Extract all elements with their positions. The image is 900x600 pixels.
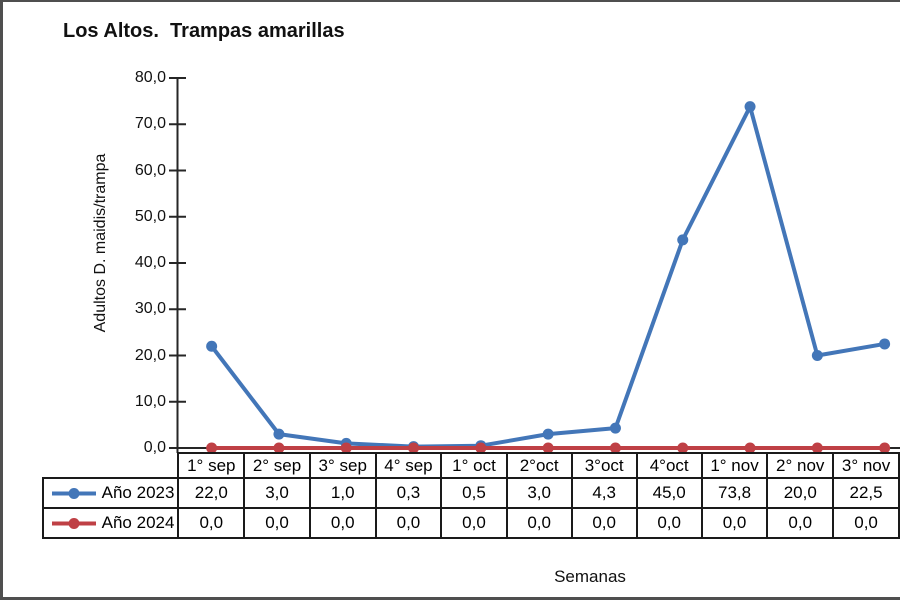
frame-border-top — [0, 0, 900, 2]
series-marker-1 — [340, 442, 352, 454]
week-header-cell: 3° nov — [832, 452, 900, 479]
value-cell: 0,0 — [243, 507, 311, 539]
value-cell: 4,3 — [570, 477, 638, 509]
series-marker-0 — [542, 428, 554, 440]
legend-cell-1: Año 2024 — [41, 507, 180, 539]
value-cell: 0,0 — [177, 507, 246, 539]
week-header-cell: 3° sep — [308, 452, 377, 479]
series-marker-1 — [475, 442, 487, 454]
table-corner-blank — [43, 453, 178, 478]
value-cell: 0,0 — [832, 507, 900, 539]
legend-marker-icon — [51, 517, 96, 529]
y-tick-label: 10,0 — [134, 392, 166, 410]
y-tick-label: 40,0 — [134, 254, 166, 271]
x-axis-label: Semanas — [554, 567, 626, 586]
value-cell: 1,0 — [308, 477, 377, 509]
week-header-cell: 4°oct — [635, 452, 703, 479]
value-cell: 0,0 — [700, 507, 769, 539]
week-header-cell: 2° nov — [766, 452, 835, 479]
series-line-0 — [209, 104, 887, 449]
value-cell: 0,0 — [374, 507, 443, 539]
series-marker-1 — [408, 442, 420, 454]
y-tick-label: 50,0 — [134, 207, 166, 225]
series-marker-0 — [677, 234, 689, 246]
table-row-0: Año 2023 22,0 3,0 1,0 0,3 0,5 3,0 4,3 45,0 73,8 20… — [41, 477, 900, 509]
value-cell: 0,0 — [308, 507, 377, 539]
value-cell: 0,0 — [505, 507, 573, 539]
series-marker-1 — [811, 442, 823, 454]
series-marker-1 — [744, 442, 756, 454]
frame-border-left — [0, 0, 3, 600]
value-cell: 0,0 — [570, 507, 638, 539]
value-cell: 0,0 — [766, 507, 835, 539]
value-cell: 73,8 — [700, 477, 769, 509]
value-cell: 0,3 — [374, 477, 443, 509]
y-tick-label: 60,0 — [134, 161, 166, 179]
series-marker-1 — [609, 442, 621, 454]
legend-series-name: Año 2024 — [101, 513, 175, 532]
y-tick-label: 70,0 — [134, 115, 166, 133]
data-table: 1° sep 2° sep 3° sep 4° sep 1° oct 2°oct 3°oct… — [41, 452, 900, 539]
y-tick-label: 20,0 — [134, 346, 166, 364]
legend-series-name: Año 2023 — [101, 483, 175, 502]
series-marker-0 — [609, 422, 621, 434]
value-cell: 3,0 — [505, 477, 573, 509]
value-cell: 22,0 — [177, 477, 246, 509]
value-cell: 0,0 — [635, 507, 703, 539]
frame-border-bottom — [0, 597, 900, 600]
week-header-cell: 1° oct — [440, 452, 508, 479]
table-row-1: Año 2024 0,0 0,0 0,0 0,0 0,0 0,0 0,0 0,0 0,0 0,0 0,… — [41, 507, 900, 539]
week-header-cell: 4° sep — [374, 452, 443, 479]
series-marker-1 — [542, 442, 554, 454]
series-marker-0 — [811, 350, 823, 361]
week-header-cell: 3°oct — [570, 452, 638, 479]
series-marker-0 — [273, 428, 285, 440]
chart-title: Los Altos. Trampas amarillas — [63, 20, 345, 42]
table-header-row: 1° sep 2° sep 3° sep 4° sep 1° oct 2°oct 3°oct… — [43, 452, 900, 479]
value-cell: 22,5 — [832, 477, 900, 509]
series-marker-0 — [206, 340, 218, 352]
series-marker-0 — [879, 338, 891, 350]
week-header-cell: 1° sep — [177, 452, 246, 479]
value-cell: 0,0 — [440, 507, 508, 539]
series-marker-1 — [206, 442, 218, 454]
y-tick-label: 0,0 — [143, 439, 166, 456]
value-cell: 20,0 — [766, 477, 835, 509]
value-cell: 0,5 — [440, 477, 508, 509]
y-tick-label: 80,0 — [134, 69, 166, 86]
week-header-cell: 2° sep — [243, 452, 311, 479]
legend-cell-0: Año 2023 — [41, 477, 180, 509]
y-tick-label: 30,0 — [134, 300, 166, 318]
series-marker-1 — [879, 442, 891, 454]
value-cell: 3,0 — [243, 477, 311, 509]
series-marker-1 — [677, 442, 689, 454]
week-header-cell: 2°oct — [505, 452, 573, 479]
legend-marker-icon — [51, 487, 96, 499]
value-cell: 45,0 — [635, 477, 703, 509]
series-marker-1 — [273, 442, 285, 454]
week-header-cell: 1° nov — [700, 452, 769, 479]
series-marker-0 — [744, 101, 756, 113]
